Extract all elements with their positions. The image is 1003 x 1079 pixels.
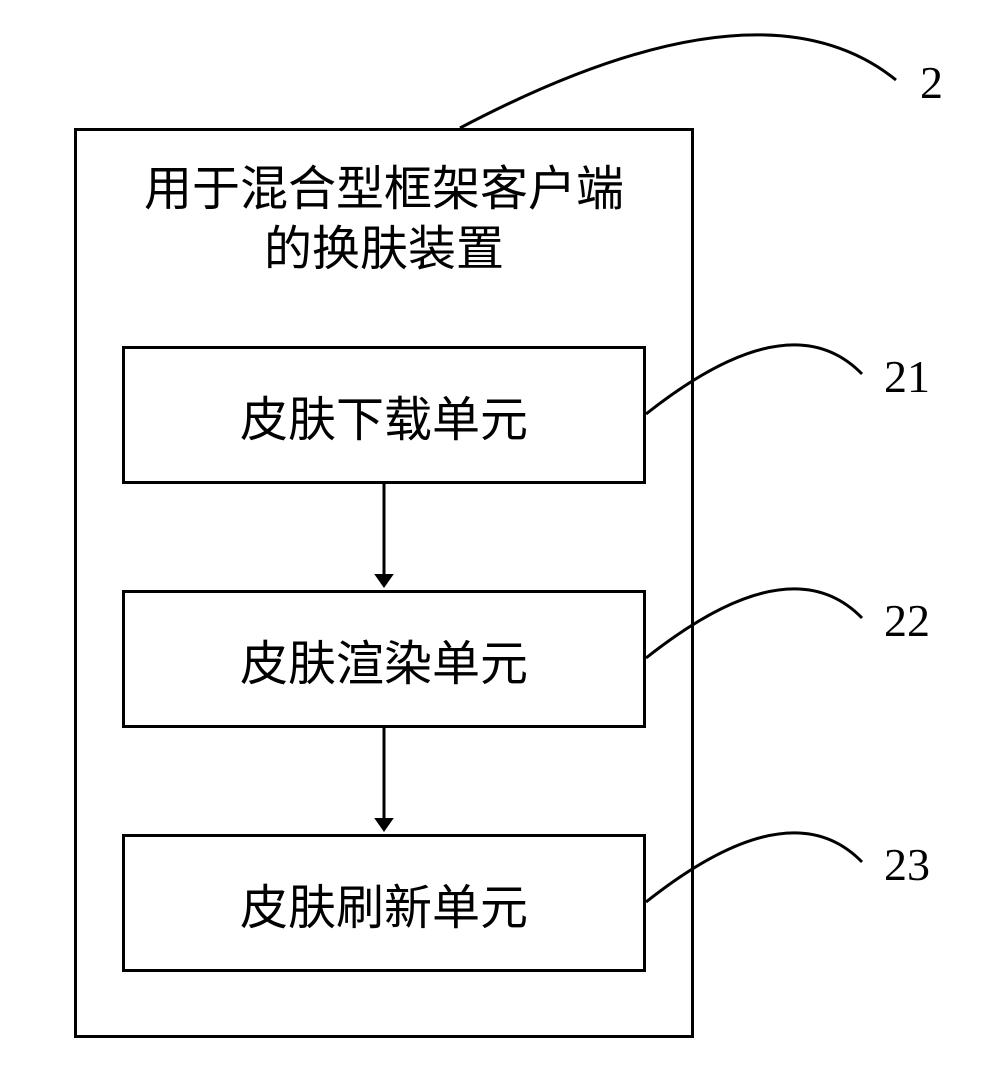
unit-label-22: 22 — [884, 594, 930, 647]
unit-text-22: 皮肤渲染单元 — [240, 624, 528, 694]
outer-title: 用于混合型框架客户端 的换肤装置 — [74, 160, 694, 280]
unit-text-23: 皮肤刷新单元 — [240, 868, 528, 938]
outer-title-line1: 用于混合型框架客户端 — [74, 160, 694, 220]
unit-text-21: 皮肤下载单元 — [240, 380, 528, 450]
unit-label-23: 23 — [884, 838, 930, 891]
unit-box-21: 皮肤下载单元 — [122, 346, 646, 484]
unit-box-23: 皮肤刷新单元 — [122, 834, 646, 972]
unit-label-21: 21 — [884, 350, 930, 403]
outer-label: 2 — [920, 56, 943, 109]
unit-box-22: 皮肤渲染单元 — [122, 590, 646, 728]
outer-title-line2: 的换肤装置 — [74, 220, 694, 280]
